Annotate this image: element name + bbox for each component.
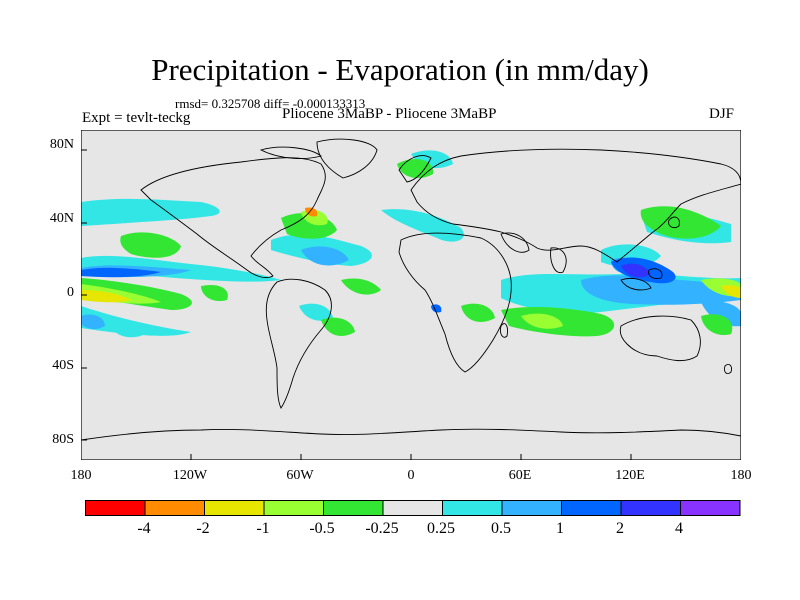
colorbar-label: -0.5	[309, 520, 335, 537]
colorbar-box	[204, 500, 265, 516]
page-title: Precipitation - Evaporation (in mm/day)	[151, 52, 649, 87]
colorbar-label: -2	[196, 520, 210, 537]
colorbar-label: 0.5	[491, 520, 511, 537]
colorbar-label: 0.25	[427, 520, 455, 537]
lon-label-120e: 120E	[615, 468, 645, 483]
colorbar-label: -4	[137, 520, 151, 537]
colorbar-box	[263, 500, 324, 516]
colorbar-label: 1	[556, 520, 564, 537]
lat-label-eq: 0	[67, 285, 74, 300]
lon-label-180e: 180	[730, 468, 752, 483]
lat-label-40n: 40N	[49, 211, 74, 226]
comparison-label: Pliocene 3MaBP - Pliocene 3MaBP	[282, 106, 497, 122]
colorbar-box	[442, 500, 503, 516]
colorbar-box	[501, 500, 562, 516]
lon-label-60e: 60E	[508, 468, 532, 483]
colorbar-label: -0.25	[365, 520, 399, 537]
lat-label-40s: 40S	[52, 358, 74, 373]
colorbar-box	[620, 500, 681, 516]
stats-line: rmsd= 0.325708 diff= -0.000133313	[175, 96, 366, 111]
map-ticks	[81, 149, 632, 460]
colorbar-box	[85, 500, 146, 516]
lon-label-120w: 120W	[172, 468, 208, 483]
lon-label-0: 0	[407, 468, 415, 483]
lat-label-80n: 80N	[49, 137, 74, 152]
colorbar-label: 4	[675, 520, 683, 537]
lon-label-180w: 180	[70, 468, 92, 483]
colorbar-box	[561, 500, 622, 516]
colorbar-label: 2	[616, 520, 624, 537]
colorbar-box	[323, 500, 384, 516]
colorbar-box	[144, 500, 205, 516]
season-label: DJF	[709, 106, 735, 122]
colorbar-box	[382, 500, 443, 516]
lon-label-60w: 60W	[286, 468, 314, 483]
pme-map	[81, 130, 741, 460]
colorbar-box	[680, 500, 741, 516]
colorbar-label: -1	[256, 520, 270, 537]
experiment-label: Expt = tevlt-teckg	[82, 110, 191, 126]
lat-label-80s: 80S	[52, 432, 74, 447]
colorbar	[85, 500, 741, 516]
coastlines	[81, 138, 741, 441]
